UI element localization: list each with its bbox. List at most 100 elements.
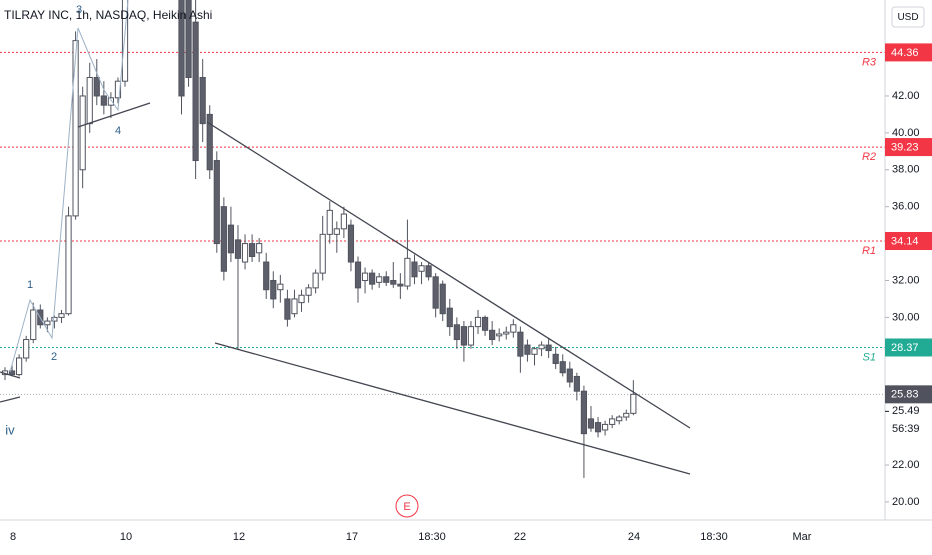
- earnings-label[interactable]: E: [403, 501, 410, 513]
- candle-body: [361, 272, 369, 281]
- x-tick-label: 22: [514, 531, 526, 543]
- candle-body: [227, 224, 235, 254]
- x-tick-label: 18:30: [700, 531, 728, 543]
- candle-body: [206, 113, 213, 171]
- candle-body: [616, 416, 623, 422]
- x-tick-label: 12: [233, 531, 245, 543]
- candle-body: [390, 279, 397, 285]
- candle-body: [65, 215, 72, 315]
- candle-body: [439, 283, 446, 315]
- level-name: R2: [862, 151, 876, 163]
- candle-body: [220, 206, 227, 272]
- drawings: [0, 0, 691, 475]
- candle-body: [192, 21, 199, 162]
- candle-body: [213, 160, 220, 245]
- last-price: 25.83: [891, 389, 919, 401]
- candle-body: [609, 418, 616, 425]
- level-price-box: [885, 138, 932, 157]
- level-price: 28.37: [891, 342, 919, 354]
- trend-line: [0, 371, 21, 379]
- y-tick-label: 30.00: [892, 311, 920, 323]
- level-name: R3: [862, 56, 877, 68]
- candle-body: [51, 316, 58, 322]
- candle-body: [178, 0, 185, 97]
- candle-body: [580, 390, 588, 435]
- candle-body: [340, 213, 347, 230]
- candle-body: [630, 393, 637, 414]
- candles: [1, 0, 637, 478]
- candle-body: [369, 272, 376, 285]
- earnings-marker[interactable]: [395, 494, 419, 518]
- candle-body: [545, 344, 552, 352]
- candle-body: [496, 333, 503, 337]
- candle-body: [114, 80, 122, 99]
- candle-body: [510, 324, 517, 333]
- cursor-price: 25.49: [892, 405, 920, 417]
- candle-body: [376, 276, 383, 283]
- candle-body: [594, 422, 602, 433]
- candle-body: [199, 77, 206, 125]
- countdown: 56:39: [892, 423, 920, 435]
- level-price: 34.14: [891, 235, 919, 247]
- candle-body: [411, 261, 418, 278]
- wave-label: 4: [115, 125, 121, 137]
- candle-body: [460, 326, 467, 346]
- candle-body: [425, 265, 432, 278]
- candle-body: [418, 265, 425, 272]
- candle-body: [16, 357, 23, 376]
- candle-body: [383, 276, 390, 283]
- y-tick-label: 36.00: [892, 201, 920, 213]
- candle-body: [517, 331, 524, 357]
- wave-path: [9, 0, 129, 373]
- y-tick-label: 20.00: [892, 496, 920, 508]
- level-price-box: [885, 43, 932, 62]
- candle-body: [44, 320, 51, 326]
- candle-body: [354, 261, 362, 289]
- level-name: S1: [863, 351, 876, 363]
- wave-label: 1: [27, 279, 33, 291]
- x-tick-label: 10: [120, 531, 132, 543]
- candle-body: [503, 331, 510, 335]
- candle-body: [86, 77, 93, 125]
- currency-button[interactable]: [891, 6, 925, 28]
- level-price-box: [885, 231, 932, 250]
- y-tick-label: 22.00: [892, 459, 920, 471]
- candle-body: [93, 77, 100, 97]
- candle-body: [347, 224, 355, 263]
- candle-body: [284, 298, 291, 320]
- levels: R3 R2 R1 S1: [0, 51, 885, 395]
- candle-body: [538, 344, 545, 350]
- candle-body: [270, 279, 277, 300]
- x-tick-label: 24: [628, 531, 640, 543]
- candle-body: [100, 95, 107, 106]
- candle-body: [58, 313, 65, 318]
- candle-body: [474, 316, 482, 328]
- candle-body: [333, 228, 340, 235]
- x-tick-label: 17: [346, 531, 358, 543]
- candle-body: [481, 316, 489, 331]
- chart-title: TILRAY INC, 1h, NASDAQ, Heikin Ashi: [4, 8, 212, 22]
- y-tick-label: 42.00: [892, 90, 920, 102]
- y-tick-label: 38.00: [892, 164, 920, 176]
- candle-body: [249, 243, 256, 257]
- currency-label[interactable]: USD: [897, 12, 918, 23]
- candle-body: [121, 0, 129, 82]
- candle-body: [8, 370, 16, 376]
- trend-line: [206, 121, 691, 429]
- x-tick-label: Mar: [793, 531, 812, 543]
- level-name: R1: [862, 245, 876, 257]
- candle-body: [298, 294, 305, 304]
- level-price: 44.36: [891, 47, 919, 59]
- candle-body: [559, 361, 566, 374]
- candle-body: [432, 276, 439, 309]
- candle-body: [489, 329, 496, 341]
- candle-body: [23, 339, 30, 359]
- wave-label: 3: [76, 4, 82, 16]
- axes: 20.00 22.00 30.00 32.00 36.00 38.00 40.00 42.00…: [10, 43, 932, 543]
- candle-body: [566, 368, 573, 383]
- candle-body: [256, 243, 263, 254]
- trend-line: [0, 396, 21, 403]
- candle-body: [277, 283, 284, 291]
- trend-line: [77, 102, 151, 128]
- level-price-box: [885, 338, 932, 357]
